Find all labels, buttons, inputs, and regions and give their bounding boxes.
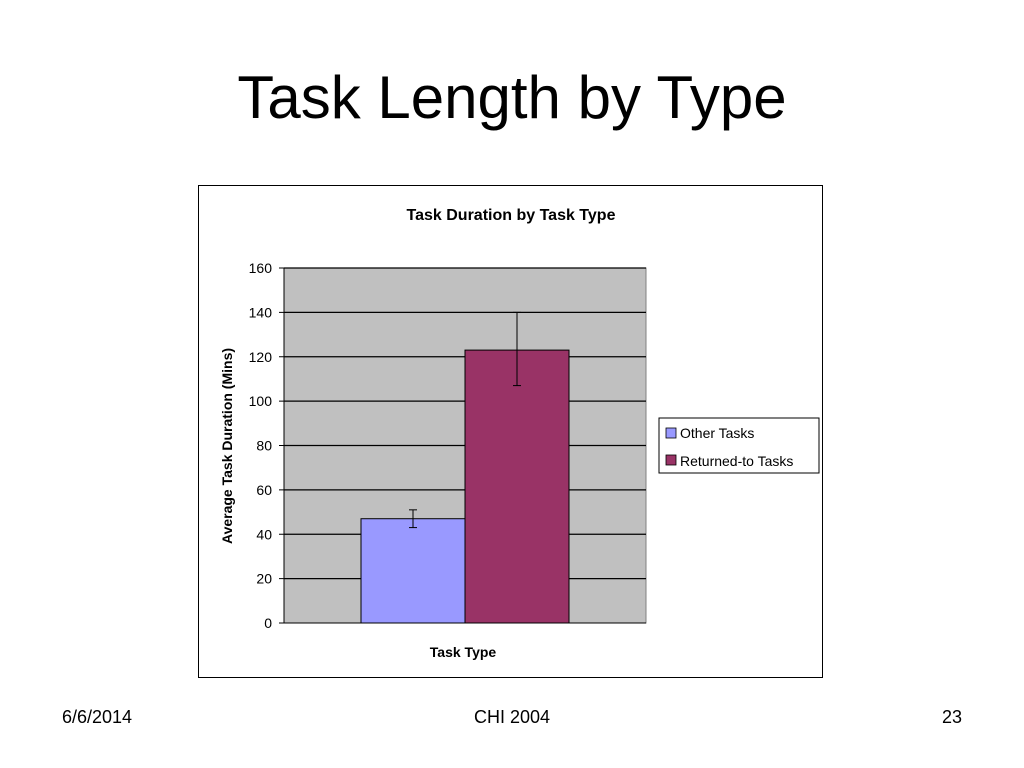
chart-title: Task Duration by Task Type	[407, 207, 616, 224]
y-axis: 0 20 40 60 80 100 120 140 160	[249, 260, 646, 631]
footer-date: 6/6/2014	[62, 707, 133, 727]
bar	[360, 518, 466, 624]
legend-label-other: Other Tasks	[680, 425, 754, 441]
chart-frame: Task Duration by Task Type 0 20 40 60 80 100 1…	[198, 185, 823, 678]
y-tick-label: 80	[256, 438, 272, 454]
y-tick-label: 0	[264, 615, 272, 631]
legend: Other Tasks Returned-to Tasks	[658, 417, 820, 474]
bar-chart: Task Duration by Task Type 0 20 40 60 80 100 1…	[219, 207, 820, 660]
y-tick-label: 40	[256, 526, 272, 542]
y-tick-label: 160	[249, 260, 273, 276]
y-tick-label: 120	[249, 349, 273, 365]
y-tick-label: 20	[256, 571, 272, 587]
x-axis-label: Task Type	[430, 644, 497, 660]
y-tick-label: 100	[249, 393, 273, 409]
bars	[360, 311, 570, 624]
y-tick-label: 60	[256, 482, 272, 498]
bar	[464, 349, 570, 624]
legend-swatch-other	[665, 427, 677, 439]
legend-label-returned: Returned-to Tasks	[680, 453, 793, 469]
slide-title: Task Length by Type	[237, 64, 787, 131]
footer-conference: CHI 2004	[473, 707, 551, 727]
y-axis-label: Average Task Duration (Mins)	[219, 348, 235, 544]
page-number: 23	[941, 707, 962, 727]
legend-box	[658, 417, 820, 474]
legend-swatch-returned	[665, 454, 677, 466]
y-tick-label: 140	[249, 304, 273, 320]
